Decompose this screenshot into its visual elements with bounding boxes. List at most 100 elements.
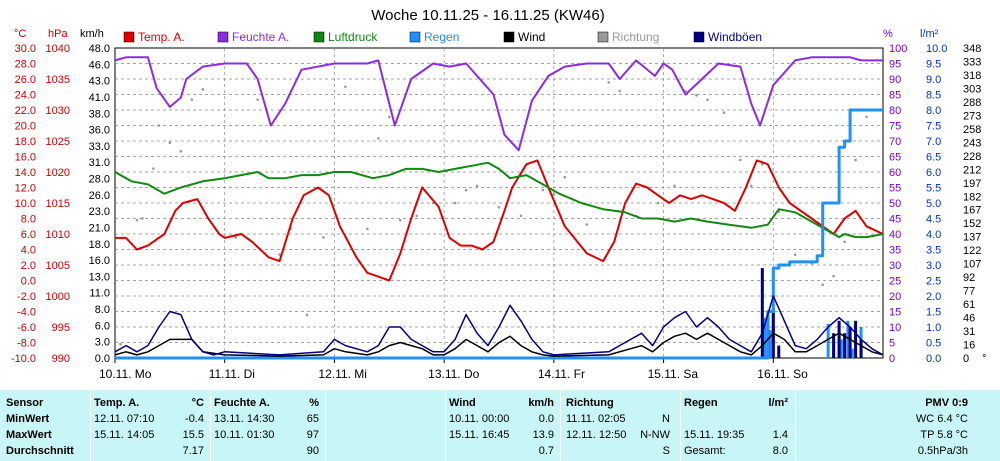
rain-bar xyxy=(826,323,830,358)
direction-avg: S xyxy=(662,445,670,457)
rain-tick-label: 1.5 xyxy=(926,307,941,319)
humidity-tick-label: 35 xyxy=(889,245,901,257)
legend-swatch xyxy=(503,31,515,43)
temp-tick-label: -6.0 xyxy=(17,322,36,334)
legend-swatch xyxy=(217,31,229,43)
separator xyxy=(795,390,796,461)
direction-point xyxy=(398,218,402,222)
direction-tick-label: 212 xyxy=(963,164,981,176)
wind-tick-label: 16.0 xyxy=(89,255,110,267)
day-label: 14.11. Fr xyxy=(538,367,585,381)
rain-tick-label: 4.0 xyxy=(926,229,941,241)
humidity-tick-label: 60 xyxy=(889,167,901,179)
grid xyxy=(114,47,884,359)
temp-min: -0.4 xyxy=(185,413,204,425)
pressure-tick-label: 990 xyxy=(52,353,70,365)
direction-tick-label: 152 xyxy=(963,218,981,230)
wind-tick-label: 18.0 xyxy=(89,239,110,251)
pressure-tick-label: 995 xyxy=(52,322,70,334)
pressure-tick-label: 1015 xyxy=(46,198,70,210)
rain-tick-label: 0.0 xyxy=(926,353,941,365)
direction-point xyxy=(464,188,468,192)
gust-bar xyxy=(859,339,863,358)
direction-point xyxy=(739,158,742,162)
temp-unit: °C xyxy=(191,397,204,409)
rain-tick-label: 6.5 xyxy=(926,152,941,164)
direction-point xyxy=(415,214,419,218)
rain-max: 1.4 xyxy=(772,429,788,441)
wind-tick-label: 43.0 xyxy=(89,76,110,88)
direction-point xyxy=(344,85,347,89)
legend-swatch xyxy=(693,31,705,43)
temp-tick-label: -2.0 xyxy=(17,291,36,303)
humidity-unit-label: % xyxy=(883,28,893,40)
wind-tick-label: 36.0 xyxy=(89,125,110,137)
pressure-tendency: 0.5hPa/3h xyxy=(917,445,968,457)
wind-unit-label: km/h xyxy=(80,28,104,40)
pressure-line xyxy=(114,161,884,239)
legend-swatch xyxy=(123,31,135,43)
direction-point xyxy=(179,150,183,153)
humidity-avg: 90 xyxy=(306,445,319,457)
rain-total: 8.0 xyxy=(772,445,788,457)
temp-avg: 7.17 xyxy=(182,445,204,457)
separator xyxy=(90,390,91,461)
weather-chart: Woche 10.11.25 - 16.11.25 (KW46) Temp. A… xyxy=(10,7,987,381)
humidity-tick-label: 75 xyxy=(889,121,901,133)
temp-tick-label: 20.0 xyxy=(15,121,36,133)
temp-tick-label: -8.0 xyxy=(17,338,36,350)
humidity-header: Feuchte A. xyxy=(214,397,270,409)
temp-tick-label: -10.0 xyxy=(11,353,36,365)
day-label: 15.11. Sa xyxy=(648,367,699,381)
direction-point xyxy=(201,88,205,91)
rain-bar xyxy=(763,317,767,358)
direction-tick-label: 348 xyxy=(963,43,981,55)
direction-tick-label: 243 xyxy=(963,137,981,149)
day-label: 11.11. Di xyxy=(209,367,255,381)
temperature-line xyxy=(115,159,884,282)
direction-point xyxy=(793,253,797,256)
legend-label: Regen xyxy=(424,30,459,44)
wind-tick-label: 21.0 xyxy=(89,222,110,234)
direction-point xyxy=(618,89,621,93)
direction-point xyxy=(278,253,281,256)
wind-max: 13.9 xyxy=(532,429,554,441)
rain-max-date: 15.11. 19:35 xyxy=(684,429,745,441)
direction-point xyxy=(563,175,567,179)
max-row-label: MaxWert xyxy=(6,429,52,441)
temp-tick-label: 8.0 xyxy=(21,214,36,226)
pressure-tick-label: 1025 xyxy=(46,136,70,148)
temp-tick-label: 14.0 xyxy=(15,167,36,179)
wind-tick-label: 6.0 xyxy=(95,320,110,332)
direction-tick-label: 92 xyxy=(963,272,975,284)
wind-line xyxy=(114,332,884,357)
temp-tick-label: 28.0 xyxy=(15,59,36,71)
temp-min-date: 12.11. 07:10 xyxy=(94,413,155,425)
temp-tick-label: -4.0 xyxy=(17,307,36,319)
humidity-tick-label: 15 xyxy=(889,307,901,319)
wind-min-date: 10.11. 00:00 xyxy=(449,413,510,425)
direction-min-date: 11.11. 02:05 xyxy=(566,413,626,425)
temp-tick-label: 26.0 xyxy=(15,74,36,86)
humidity-tick-label: 45 xyxy=(889,214,901,226)
humidity-tick-label: 50 xyxy=(889,198,901,210)
rain-bar xyxy=(846,320,850,358)
direction-tick-label: 182 xyxy=(963,191,981,203)
humidity-tick-label: 5 xyxy=(889,338,895,350)
direction-point xyxy=(135,218,139,222)
pressure-unit-label: hPa xyxy=(48,28,68,40)
rain-bar xyxy=(768,330,772,358)
rain-unit: l/m² xyxy=(768,397,788,409)
direction-tick-label: 303 xyxy=(963,83,981,95)
day-label: 16.11. So xyxy=(757,367,808,381)
direction-point xyxy=(865,115,868,119)
direction-point xyxy=(673,184,676,188)
direction-point xyxy=(305,313,309,317)
pmv-title: PMV 0:9 xyxy=(925,397,968,409)
humidity-tick-label: 85 xyxy=(889,90,901,102)
temp-tick-label: 0.0 xyxy=(21,276,36,288)
direction-tick-label: 122 xyxy=(963,245,981,257)
wind-tick-label: 38.0 xyxy=(89,108,110,120)
gust-bar xyxy=(837,320,841,358)
direction-point xyxy=(750,184,753,188)
